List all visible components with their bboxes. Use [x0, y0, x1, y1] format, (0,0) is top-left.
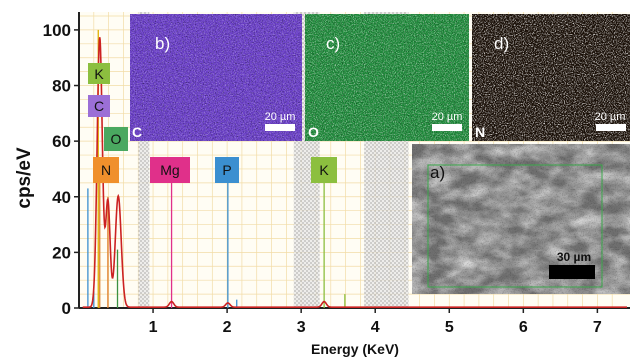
y-tick-label: 40 [52, 188, 71, 207]
y-axis-label: cps/eV [14, 147, 35, 209]
x-tick-label: 7 [593, 319, 602, 336]
element-label-box [88, 95, 110, 117]
element-label-text: K [319, 162, 329, 178]
sem-selection-box [427, 164, 603, 288]
x-tick-label: 6 [519, 319, 528, 336]
scale-bar-label: 20 µm [432, 111, 463, 123]
inset-element: C [132, 124, 142, 140]
element-label-box [93, 157, 119, 183]
inset-label: d) [494, 34, 509, 53]
inset-carbon-map: b) C 20 µm [130, 14, 302, 141]
scale-bar [432, 124, 462, 131]
element-label-box [150, 157, 190, 183]
scale-bar [596, 124, 626, 131]
y-tick-label: 80 [52, 77, 71, 96]
scale-bar-label: 20 µm [595, 111, 626, 123]
element-label-text: C [94, 98, 104, 114]
element-label-text: N [101, 162, 111, 178]
spectrum-line [82, 37, 627, 308]
hatched-band [138, 12, 150, 308]
inset-label: a) [430, 163, 445, 182]
x-axis-label: Energy (KeV) [311, 341, 399, 357]
x-tick-label: 3 [297, 319, 306, 336]
element-label-box [104, 127, 128, 151]
scale-bar [265, 124, 295, 131]
inset-label: c) [326, 34, 340, 53]
x-tick-label: 4 [371, 319, 380, 336]
element-label-text: O [111, 131, 122, 147]
inset-oxygen-map: c) O 20 µm [305, 14, 469, 141]
x-tick-label: 5 [445, 319, 454, 336]
inset-element: N [475, 124, 485, 140]
scale-bar-label: 20 µm [265, 111, 296, 123]
element-label-box [88, 63, 110, 84]
y-tick-label: 20 [52, 243, 71, 262]
element-label-text: K [94, 66, 104, 82]
scale-bar-label: 30 µm [557, 250, 591, 264]
element-label-box [311, 157, 337, 183]
y-tick-label: 100 [43, 21, 71, 40]
inset-element: O [308, 124, 319, 140]
inset-sem-image: a) 30 µm [412, 144, 630, 294]
inset-label: b) [155, 34, 170, 53]
y-tick-label: 0 [62, 299, 71, 318]
element-label-group: K C O N Mg P K [88, 63, 337, 183]
y-tick-label: 60 [52, 132, 71, 151]
x-tick-label: 1 [149, 319, 158, 336]
element-label-text: Mg [160, 162, 179, 178]
x-tick-labels: 1 2 3 4 5 6 7 [149, 308, 602, 336]
element-label-text: P [222, 162, 231, 178]
inset-nitrogen-map: d) N 20 µm [472, 14, 630, 141]
element-label-box [215, 157, 239, 183]
scale-bar [549, 265, 595, 279]
x-tick-label: 2 [223, 319, 232, 336]
y-tick-labels: 0 20 40 60 80 100 [43, 21, 79, 318]
